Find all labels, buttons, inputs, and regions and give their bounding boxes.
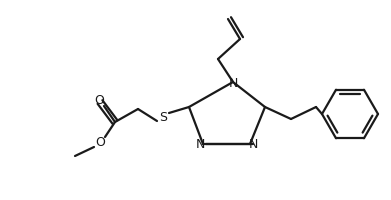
Text: N: N (196, 138, 204, 151)
Text: N: N (228, 77, 238, 90)
Text: O: O (95, 136, 105, 149)
Text: N: N (248, 138, 258, 151)
Text: O: O (94, 94, 104, 107)
Text: S: S (159, 111, 167, 124)
